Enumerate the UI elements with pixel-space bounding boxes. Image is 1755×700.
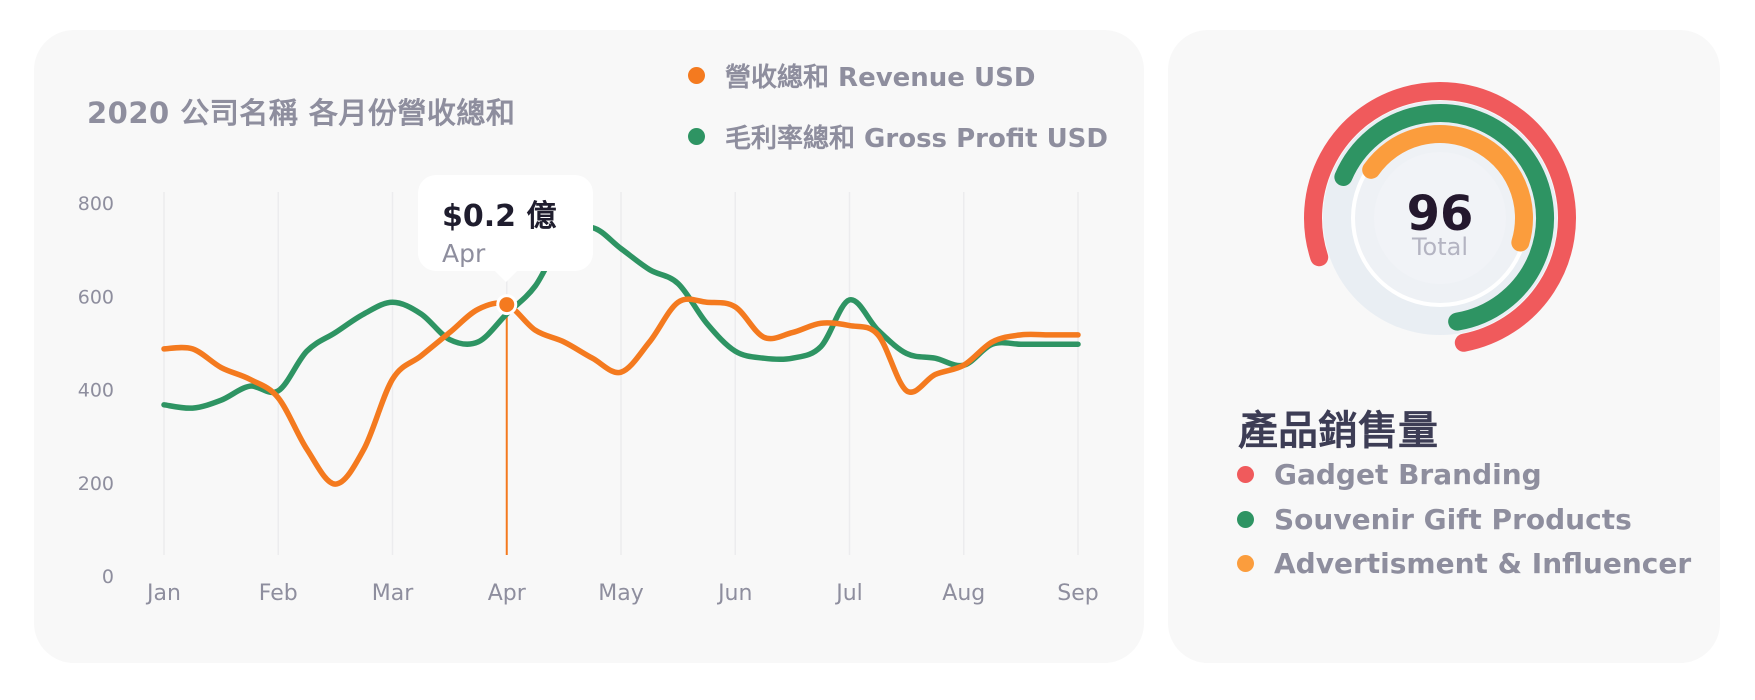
tooltip-label: Apr — [442, 239, 486, 268]
product-dot-gadget-branding — [1237, 466, 1254, 483]
legend-dot-revenue — [688, 67, 705, 84]
highlight-point — [496, 294, 518, 316]
series-line-revenue — [161, 296, 1081, 487]
product-label-souvenir-gift: Souvenir Gift Products — [1274, 503, 1632, 536]
legend-item-revenue[interactable]: 營收總和 Revenue USD — [688, 57, 1035, 94]
marker-layer — [496, 294, 518, 316]
x-tick-label: Feb — [259, 581, 298, 606]
series-layer — [161, 224, 1081, 487]
donut-center: 96 Total — [1340, 186, 1540, 261]
product-item-advertisment[interactable]: Advertisment & Influencer — [1237, 547, 1691, 580]
revenue-chart-card — [34, 30, 1144, 663]
product-item-souvenir-gift[interactable]: Souvenir Gift Products — [1237, 503, 1632, 536]
y-tick-label: 800 — [78, 193, 114, 215]
y-tick-label: 0 — [102, 566, 114, 588]
donut-total-label: Total — [1411, 233, 1469, 261]
axis-layer: Jan Feb Mar Apr May Jun Jul Aug Sep 0 200 400 600 800 — [78, 193, 1099, 606]
x-tick-label: Sep — [1057, 581, 1098, 606]
legend-dot-gross-profit — [688, 128, 705, 145]
series-line-gross-profit — [161, 224, 1081, 411]
chart-title: 2020 公司名稱 各月份營收總和 — [87, 96, 516, 130]
product-item-gadget-branding[interactable]: Gadget Branding — [1237, 458, 1542, 491]
x-tick-label: Apr — [488, 581, 527, 606]
legend-label-revenue: 營收總和 Revenue USD — [725, 63, 1036, 93]
legend-item-gross-profit[interactable]: 毛利率總和 Gross Profit USD — [688, 118, 1108, 155]
product-label-advertisment: Advertisment & Influencer — [1274, 547, 1692, 580]
legend-label-gross-profit: 毛利率總和 Gross Profit USD — [725, 124, 1108, 154]
y-tick-label: 200 — [78, 473, 114, 495]
product-label-gadget-branding: Gadget Branding — [1274, 458, 1542, 491]
y-tick-label: 400 — [78, 380, 114, 402]
x-tick-label: May — [598, 581, 643, 606]
x-tick-label: Jul — [834, 581, 863, 606]
product-sales-title: 產品銷售量 — [1238, 408, 1438, 454]
product-dot-souvenir-gift — [1237, 511, 1254, 528]
product-dot-advertisment — [1237, 555, 1254, 572]
donut-total-value: 96 — [1406, 186, 1474, 242]
x-tick-label: Jan — [145, 581, 181, 606]
tooltip-value: $0.2 億 — [442, 199, 557, 234]
x-tick-label: Jun — [716, 581, 752, 606]
y-tick-label: 600 — [78, 286, 114, 308]
x-tick-label: Aug — [942, 581, 985, 606]
chart-tooltip: $0.2 億 Apr — [418, 175, 593, 282]
x-tick-label: Mar — [372, 581, 414, 606]
